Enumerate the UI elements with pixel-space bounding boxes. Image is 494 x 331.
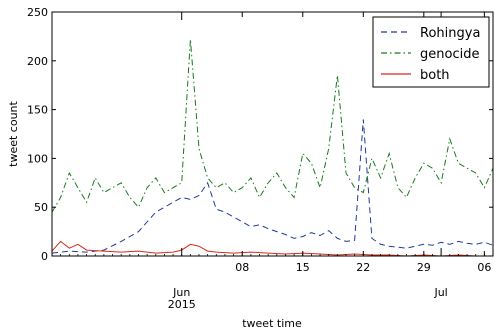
legend-label-rohingya: Rohingya: [420, 26, 480, 41]
legend-box: [372, 16, 490, 88]
x-tick-label: 15: [296, 261, 310, 274]
x-tick-label: 06: [477, 261, 491, 274]
y-tick-label: 50: [34, 201, 48, 214]
plot-frame: [51, 11, 494, 257]
y-tick-label: 100: [27, 152, 48, 165]
x-tick-label: 29: [417, 261, 431, 274]
legend-label-genocide: genocide: [420, 47, 479, 62]
legend-label-both: both: [420, 68, 450, 83]
y-tick-label: 150: [27, 104, 48, 117]
legend: Rohingya genocide both: [372, 16, 490, 88]
y-axis-title: tweet count: [7, 100, 20, 166]
series-line-both: [51, 240, 493, 257]
y-tick-label: 0: [41, 250, 48, 263]
x-tick-sublabel: 2015: [168, 298, 196, 311]
y-tick-label: 200: [27, 55, 48, 68]
y-ticks: 0 50 100 150 200 250: [27, 6, 493, 263]
x-tick-label: 08: [235, 261, 249, 274]
x-axis-title: tweet time: [242, 317, 302, 330]
x-tick-label: Jul: [433, 286, 447, 299]
x-tick-label: 22: [356, 261, 370, 274]
y-tick-label: 250: [27, 6, 48, 19]
x-tick-label: Jun: [172, 286, 190, 299]
series-line-rohingya: [51, 119, 494, 254]
series-line-genocide: [51, 39, 494, 213]
